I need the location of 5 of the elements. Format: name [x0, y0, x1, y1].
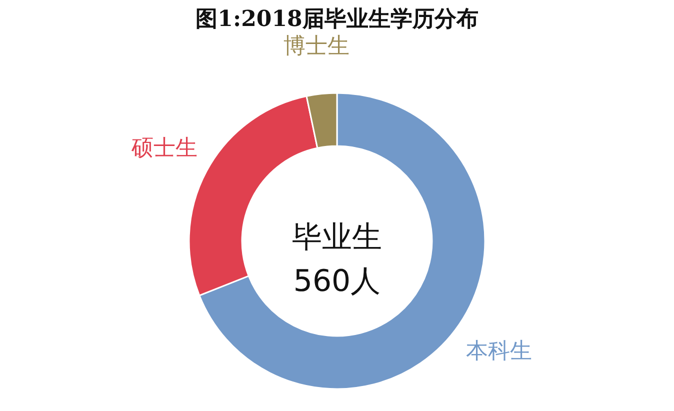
slice-label: 博士生	[284, 34, 350, 60]
slice-label: 硕士生	[130, 136, 198, 162]
slice-label: 本科生	[466, 339, 532, 364]
text: 毕业生 560人	[292, 220, 382, 299]
chart-title: 图1:2018届毕业生学历分布	[196, 6, 478, 32]
